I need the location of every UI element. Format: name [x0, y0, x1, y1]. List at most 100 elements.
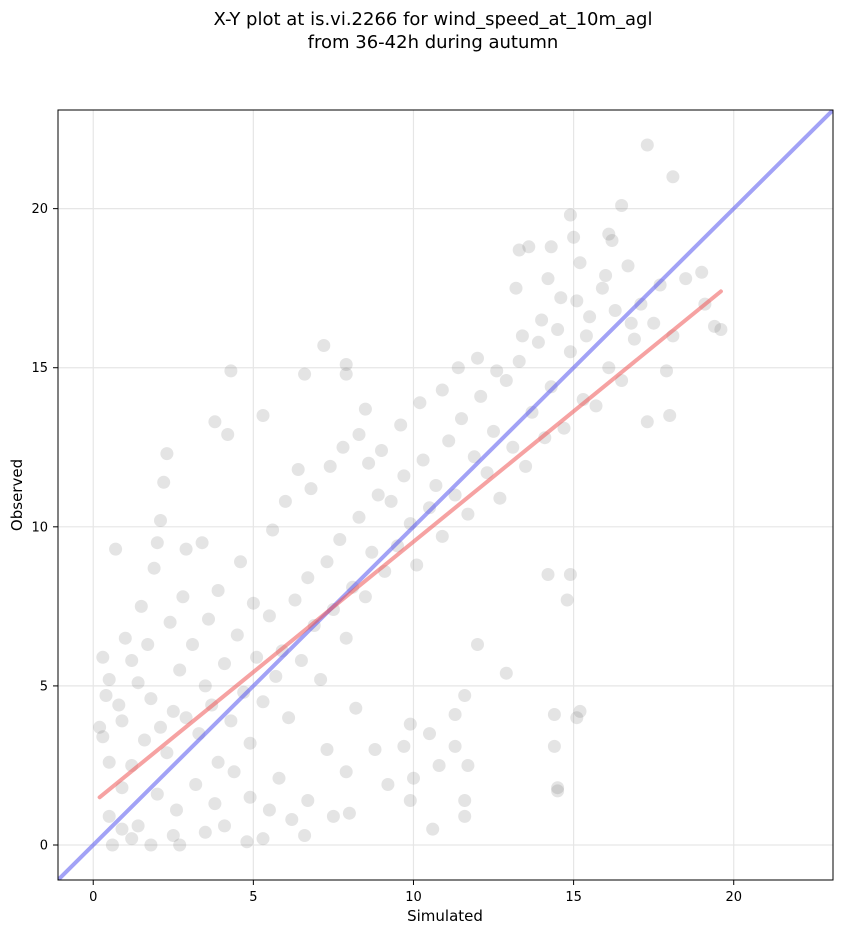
scatter-point: [602, 361, 616, 375]
scatter-point: [471, 351, 484, 365]
scatter-point: [109, 542, 123, 556]
scatter-point: [394, 418, 408, 432]
chart-title-line-1: X-Y plot at is.vi.2266 for wind_speed_at…: [214, 9, 653, 30]
scatter-point: [218, 657, 231, 671]
scatter-point: [326, 809, 340, 823]
scatter-point: [608, 304, 622, 317]
scatter-point: [112, 698, 126, 712]
scatter-point: [499, 374, 513, 387]
scatter-point: [243, 790, 257, 804]
scatter-point: [224, 714, 238, 728]
scatter-point: [647, 316, 661, 330]
scatter-point: [269, 669, 283, 683]
scatter-point: [234, 555, 247, 569]
scatter-point: [144, 838, 158, 852]
scatter-point: [458, 689, 472, 702]
scatter-point: [560, 593, 574, 607]
scatter-point: [381, 778, 395, 791]
scatter-point: [423, 501, 436, 515]
y-axis-ticks: 0 5 10 15 20: [31, 202, 58, 854]
scatter-point: [627, 332, 641, 346]
scatter-point: [531, 335, 545, 349]
scatter-point: [105, 838, 119, 852]
scatter-point: [134, 599, 148, 613]
scatter-point: [131, 819, 145, 833]
scatter-point: [660, 364, 673, 378]
scatter-point: [211, 584, 225, 597]
scatter-point: [368, 743, 382, 756]
scatter-point: [208, 415, 222, 429]
scatter-point: [291, 463, 305, 476]
scatter-point: [202, 612, 215, 626]
scatter-point: [499, 666, 513, 680]
scatter-point: [208, 797, 222, 811]
scatter-point: [144, 692, 158, 706]
scatter-point: [461, 759, 475, 772]
scatter-point: [256, 409, 270, 422]
scatter-point: [240, 835, 254, 849]
scatter-point: [246, 596, 260, 610]
scatter-point: [278, 494, 292, 508]
scatter-point: [211, 755, 225, 769]
scatter-point: [423, 727, 436, 741]
scatter-point: [266, 523, 280, 537]
scatter-point: [570, 711, 584, 725]
scatter-point: [563, 208, 577, 222]
scatter-point: [442, 434, 456, 448]
scatter-point: [509, 281, 523, 295]
scatter-point: [173, 663, 187, 677]
scatter-point: [301, 794, 315, 807]
scatter-point: [583, 310, 597, 324]
scatter-point: [541, 568, 555, 581]
scatter-point: [519, 459, 533, 473]
scatter-point: [435, 383, 449, 397]
y-tick-label: 5: [40, 679, 48, 694]
scatter-point: [563, 345, 577, 359]
scatter-point: [333, 533, 347, 546]
scatter-point: [349, 701, 363, 715]
scatter-point: [150, 536, 164, 550]
scatter-point: [186, 638, 199, 651]
scatter-point: [221, 428, 235, 441]
scatter-point: [179, 711, 193, 725]
scatter-point: [573, 704, 587, 718]
scatter-point: [640, 415, 654, 429]
scatter-point: [154, 514, 167, 527]
scatter-point: [317, 339, 331, 352]
scatter-point: [288, 593, 302, 607]
scatter-point: [522, 240, 536, 254]
scatter-point: [224, 364, 238, 378]
scatter-point: [471, 638, 484, 651]
scatter-point: [352, 428, 366, 441]
scatter-point: [173, 838, 187, 852]
scatter-point: [541, 272, 555, 286]
scatter-point: [403, 794, 417, 807]
scatter-point: [243, 736, 257, 750]
scatter-point: [256, 832, 270, 846]
scatter-point: [125, 654, 139, 667]
y-tick-label: 10: [31, 520, 48, 535]
scatter-point: [634, 297, 648, 311]
scatter-point: [93, 720, 107, 734]
scatter-point: [138, 733, 151, 747]
scatter-point: [407, 771, 420, 785]
scatter-point: [339, 358, 353, 371]
scatter-point: [448, 708, 462, 721]
scatter-point: [323, 459, 337, 473]
scatter-point: [432, 759, 446, 772]
scatter-point: [301, 571, 315, 585]
scatter-point: [663, 409, 677, 422]
scatter-point: [615, 199, 629, 212]
scatter-point: [416, 453, 430, 467]
scatter-point: [458, 794, 472, 807]
scatter-point: [282, 711, 296, 725]
scatter-point: [506, 440, 520, 454]
scatter-point: [653, 278, 667, 292]
scatter-point: [451, 361, 465, 375]
scatter-point: [96, 650, 110, 664]
scatter-point: [595, 281, 609, 295]
grid: [58, 110, 833, 880]
scatter-point: [397, 739, 411, 753]
y-tick-label: 0: [40, 839, 48, 854]
